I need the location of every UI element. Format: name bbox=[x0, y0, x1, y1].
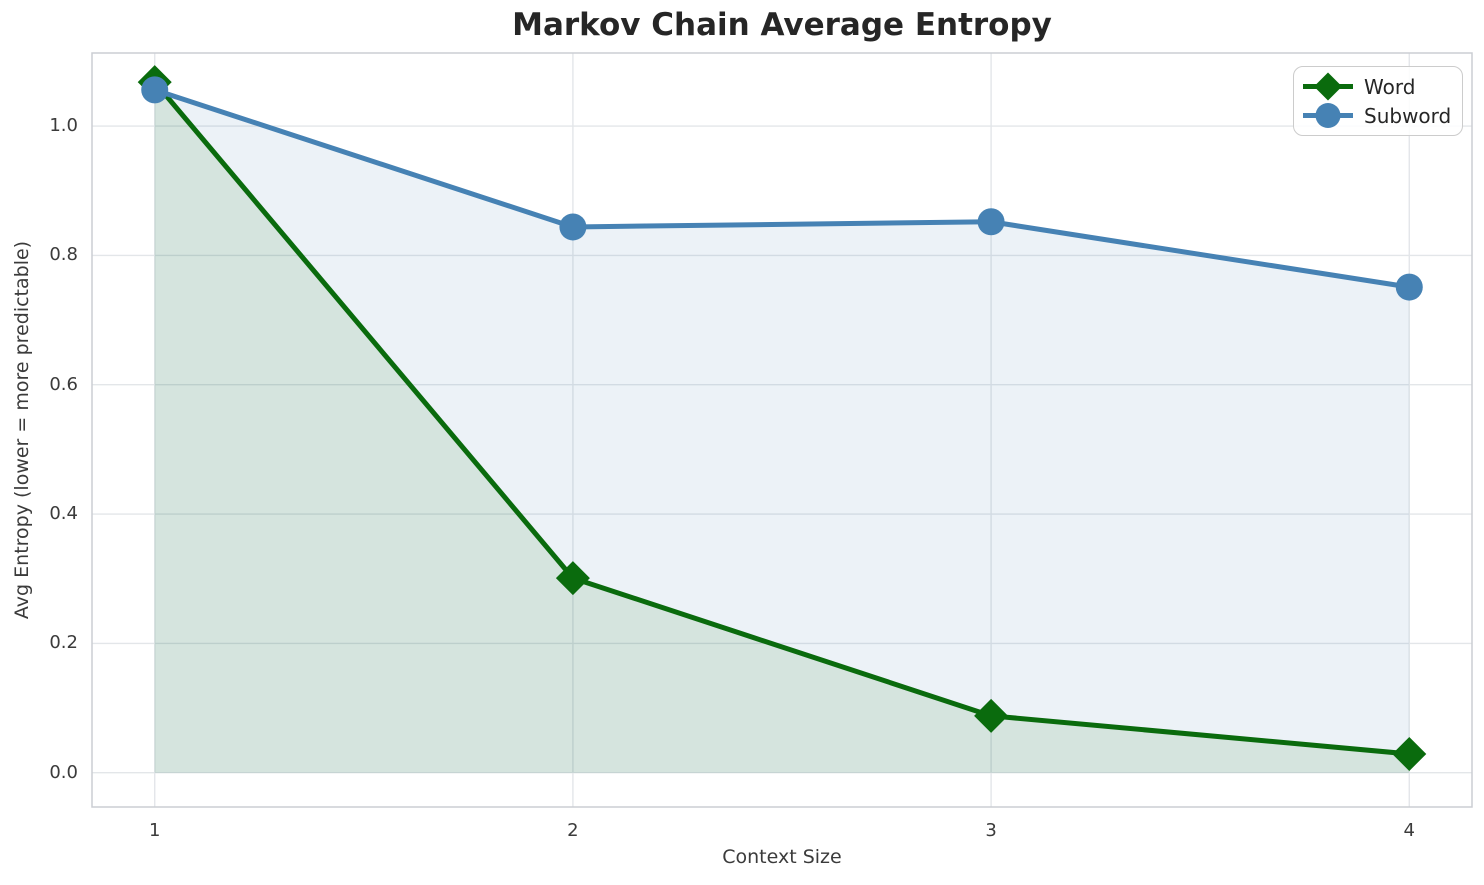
legend-item-subword: Subword bbox=[1301, 101, 1452, 130]
y-axis-label: Avg Entropy (lower = more predictable) bbox=[11, 240, 33, 620]
series-line-subword bbox=[152, 87, 1412, 290]
word-data-point-marker bbox=[555, 561, 590, 596]
subword-data-point-marker bbox=[559, 213, 587, 241]
plot-border bbox=[91, 52, 1473, 808]
x-tick-label: 2 bbox=[567, 820, 579, 841]
subword-data-point-marker bbox=[1395, 273, 1423, 301]
plot-background bbox=[92, 53, 1472, 807]
series-line-word bbox=[152, 79, 1412, 757]
y-tick-label: 0.2 bbox=[49, 632, 78, 654]
subword-legend-marker-icon bbox=[1303, 103, 1353, 128]
y-tick-label: 0.0 bbox=[49, 761, 78, 783]
word-data-point-marker bbox=[1392, 736, 1427, 771]
word-legend-marker-icon bbox=[1303, 72, 1353, 101]
x-axis-label: Context Size bbox=[722, 846, 842, 868]
legend-label-subword: Subword bbox=[1364, 103, 1452, 128]
legend-label-word: Word bbox=[1364, 74, 1416, 99]
x-tick-label: 3 bbox=[985, 820, 997, 841]
chart-title: Markov Chain Average Entropy bbox=[512, 7, 1052, 43]
subword-data-point-marker bbox=[977, 208, 1005, 236]
x-tick-label: 4 bbox=[1403, 820, 1415, 841]
legend-item-word: Word bbox=[1301, 72, 1452, 101]
gridlines bbox=[92, 53, 1472, 807]
x-tick-label: 1 bbox=[148, 820, 161, 841]
subword-data-point-marker bbox=[141, 76, 169, 104]
y-tick-label: 0.6 bbox=[49, 373, 78, 395]
y-tick-label: 0.8 bbox=[49, 244, 78, 266]
area-fill-word bbox=[154, 82, 1410, 773]
word-data-point-marker bbox=[974, 698, 1009, 733]
legend: Word Subword bbox=[1293, 66, 1463, 136]
y-tick-label: 1.0 bbox=[49, 115, 78, 137]
area-fill-subword bbox=[154, 89, 1410, 773]
y-tick-label: 0.4 bbox=[49, 503, 78, 525]
